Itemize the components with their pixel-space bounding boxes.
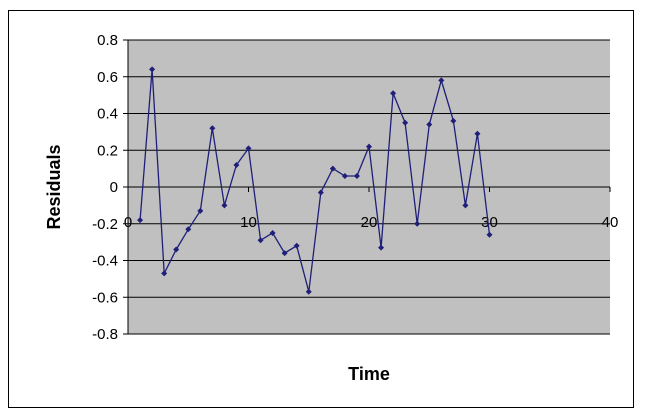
data-point xyxy=(353,172,360,179)
data-point xyxy=(161,270,168,277)
y-axis-title: Residuals xyxy=(44,144,64,229)
data-point xyxy=(209,125,216,132)
y-tick-label: 0.8 xyxy=(97,32,118,49)
x-axis-title: Time xyxy=(348,364,390,384)
data-point xyxy=(137,217,144,224)
y-tick-label: -0.6 xyxy=(92,289,118,306)
data-point xyxy=(450,117,457,124)
y-tick-label: 0 xyxy=(110,179,118,196)
data-point xyxy=(317,189,324,196)
data-point xyxy=(185,226,192,233)
data-point xyxy=(257,237,264,244)
data-point xyxy=(341,172,348,179)
data-point xyxy=(329,165,336,172)
data-point xyxy=(221,202,228,209)
data-point xyxy=(197,207,204,214)
data-point xyxy=(426,121,433,128)
data-point xyxy=(269,229,276,236)
x-tick-label: 0 xyxy=(124,214,132,231)
x-tick-label: 10 xyxy=(240,214,257,231)
y-tick-label: -0.4 xyxy=(92,253,118,270)
data-point xyxy=(149,66,156,73)
y-tick-label: 0.4 xyxy=(97,106,118,123)
gridlines xyxy=(128,39,610,335)
data-point xyxy=(390,90,397,97)
data-point xyxy=(293,242,300,249)
x-tick-label: 40 xyxy=(602,214,619,231)
data-point xyxy=(438,77,445,84)
data-points xyxy=(137,66,493,295)
data-point xyxy=(245,145,252,152)
data-point xyxy=(233,161,240,168)
data-point xyxy=(402,119,409,126)
y-tick-label: -0.8 xyxy=(92,326,118,343)
y-tick-label: 0.2 xyxy=(97,142,118,159)
data-point xyxy=(486,231,493,238)
y-tick-label: 0.6 xyxy=(97,69,118,86)
data-point xyxy=(414,220,421,227)
data-point xyxy=(173,246,180,253)
x-tick-label: 20 xyxy=(361,214,378,231)
data-point xyxy=(366,143,372,150)
x-tick-label: 30 xyxy=(481,214,498,231)
data-point xyxy=(378,244,385,251)
series-line xyxy=(139,69,491,292)
y-tick-label: -0.2 xyxy=(92,216,118,233)
data-point xyxy=(281,250,288,257)
x-tick-labels: 0 10 20 30 40 xyxy=(124,187,619,231)
data-point xyxy=(305,288,312,295)
data-point xyxy=(474,130,481,137)
data-point xyxy=(462,202,469,209)
y-tick-labels: 0.8 0.6 0.4 0.2 0 -0.2 -0.4 -0.6 -0.8 xyxy=(92,32,128,343)
